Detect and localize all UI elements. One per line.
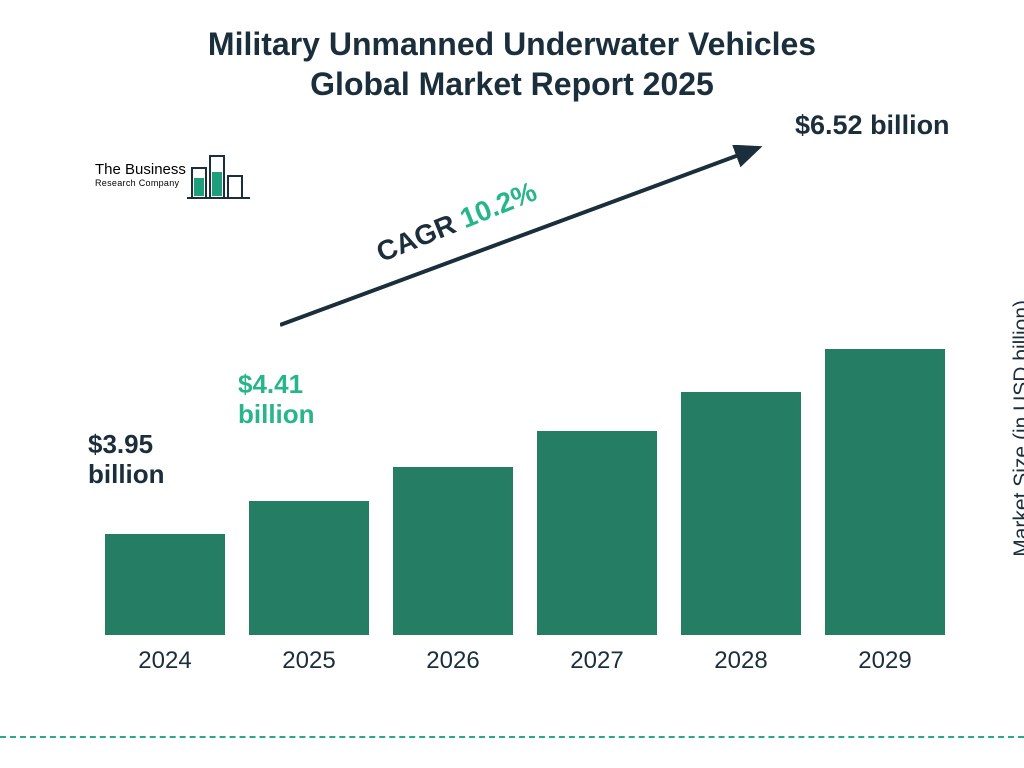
bar-slot bbox=[393, 467, 513, 635]
bar-slot bbox=[249, 501, 369, 635]
x-axis-tick: 2025 bbox=[249, 647, 369, 675]
x-axis-tick: 2029 bbox=[825, 647, 945, 675]
bar bbox=[393, 467, 513, 635]
bar bbox=[681, 392, 801, 635]
bar bbox=[537, 431, 657, 635]
bar-slot bbox=[825, 349, 945, 635]
bar bbox=[825, 349, 945, 635]
footer-divider bbox=[0, 736, 1024, 738]
bar-chart: 2024 2025 2026 2027 2028 2029 bbox=[105, 145, 945, 675]
bar-slot bbox=[681, 392, 801, 635]
x-axis-tick: 2024 bbox=[105, 647, 225, 675]
callout-2025-line2: billion bbox=[238, 399, 315, 429]
bar-slot bbox=[105, 534, 225, 635]
bar bbox=[105, 534, 225, 635]
x-axis-tick: 2026 bbox=[393, 647, 513, 675]
callout-2025-line1: $4.41 bbox=[238, 369, 303, 399]
x-axis-tick: 2028 bbox=[681, 647, 801, 675]
callout-2029-value: $6.52 billion bbox=[795, 110, 950, 141]
callout-2024-line1: $3.95 bbox=[88, 429, 153, 459]
chart-title-line1: Military Unmanned Underwater Vehicles bbox=[0, 24, 1024, 64]
callout-2029-line1: $6.52 billion bbox=[795, 110, 950, 140]
y-axis-label: Market Size (in USD billion) bbox=[1010, 300, 1024, 557]
chart-title-line2: Global Market Report 2025 bbox=[0, 64, 1024, 104]
bar bbox=[249, 501, 369, 635]
bars-container bbox=[105, 145, 945, 635]
callout-2024-line2: billion bbox=[88, 459, 165, 489]
chart-title: Military Unmanned Underwater Vehicles Gl… bbox=[0, 24, 1024, 104]
callout-2024-value: $3.95 billion bbox=[88, 430, 165, 490]
bar-slot bbox=[537, 431, 657, 635]
x-axis-tick: 2027 bbox=[537, 647, 657, 675]
callout-2025-value: $4.41 billion bbox=[238, 370, 315, 430]
